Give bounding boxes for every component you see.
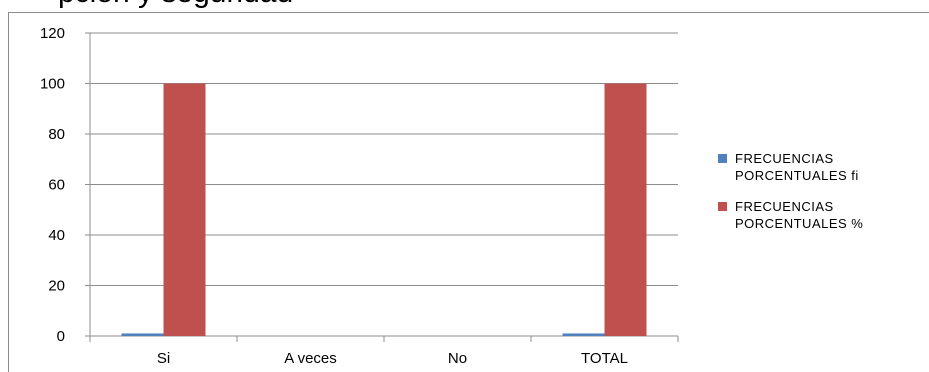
y-tick-label-60: 60	[48, 177, 65, 194]
x-tick-label-2: No	[448, 350, 467, 367]
legend-item-percent: FRECUENCIAS PORCENTUALES %	[718, 198, 923, 232]
legend-swatch-fi	[718, 154, 727, 163]
y-tick-label-40: 40	[48, 227, 65, 244]
y-tick-label-100: 100	[40, 76, 65, 93]
bar-si-series-1	[163, 83, 206, 336]
legend-swatch-percent	[718, 202, 727, 211]
chart-frame	[8, 12, 929, 372]
legend-item-fi: FRECUENCIAS PORCENTUALES fi	[718, 150, 923, 184]
legend-label-percent: FRECUENCIAS PORCENTUALES %	[735, 199, 864, 231]
y-tick-label-20: 20	[48, 278, 65, 295]
y-tick-label-80: 80	[48, 126, 65, 143]
x-tick-label-0: Si	[157, 350, 170, 367]
x-tick-label-1: A veces	[284, 350, 337, 367]
legend-label-fi: FRECUENCIAS PORCENTUALES fi	[735, 151, 859, 183]
bar-total-series-0	[562, 333, 605, 336]
chart-legend: FRECUENCIAS PORCENTUALES fi FRECUENCIAS …	[718, 150, 923, 246]
bar-total-series-1	[604, 83, 647, 336]
chart-title: pción y seguridad	[58, 0, 293, 8]
bar-si-series-0	[121, 333, 164, 336]
y-tick-label-120: 120	[40, 25, 65, 42]
y-tick-label-0: 0	[57, 328, 65, 345]
x-tick-label-3: TOTAL	[581, 350, 628, 367]
